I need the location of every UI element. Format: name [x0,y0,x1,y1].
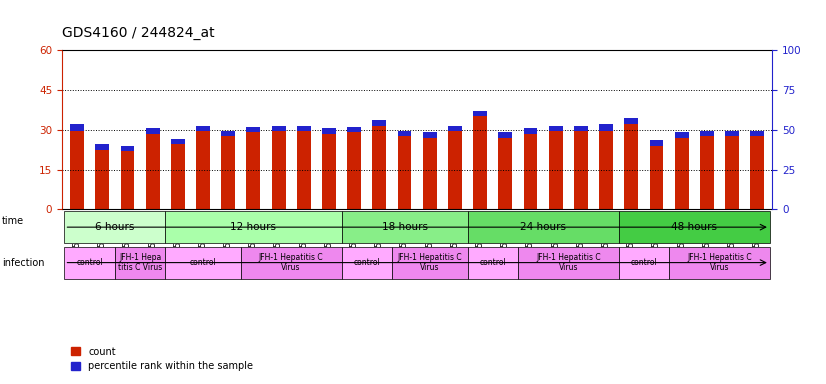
Text: control: control [479,258,506,267]
Bar [322,134,336,209]
Bar [524,134,538,209]
Bar [524,128,538,134]
Bar [392,247,468,278]
Bar [347,132,361,209]
Bar [473,111,487,116]
Bar [448,126,462,131]
Bar [246,127,260,132]
Bar [649,146,663,209]
Bar [750,136,764,209]
Bar [171,144,185,209]
Text: control: control [76,258,103,267]
Bar [70,131,84,209]
Bar [246,132,260,209]
Bar [145,128,159,134]
Bar [548,126,563,131]
Bar [397,136,411,209]
Text: 12 hours: 12 hours [230,222,277,232]
Text: 48 hours: 48 hours [672,222,717,232]
Bar [473,116,487,209]
Bar [669,247,770,278]
Bar [241,247,342,278]
Bar [448,131,462,209]
Bar [297,131,311,209]
Bar [498,132,512,137]
Bar [624,124,638,209]
Bar [272,131,286,209]
Bar [95,144,109,150]
Bar [548,131,563,209]
Bar [121,146,135,151]
Bar [221,131,235,136]
Text: JFH-1 Hepatitis C
Virus: JFH-1 Hepatitis C Virus [397,253,462,272]
Bar [619,247,669,278]
Bar [498,137,512,209]
Bar [165,211,342,243]
Bar [725,131,739,136]
Bar [145,134,159,209]
Bar [347,127,361,132]
Bar [397,131,411,136]
Bar [423,132,437,137]
Bar [342,211,468,243]
Bar [675,137,689,209]
Bar [297,126,311,131]
Text: JFH-1 Hepatitis C
Virus: JFH-1 Hepatitis C Virus [259,253,324,272]
Text: 24 hours: 24 hours [520,222,566,232]
Bar [70,124,84,131]
Bar [518,247,619,278]
Text: control: control [190,258,216,267]
Bar [373,120,387,126]
Text: 6 hours: 6 hours [95,222,135,232]
Bar [171,139,185,144]
Bar [423,137,437,209]
Bar [574,126,588,131]
Text: 18 hours: 18 hours [382,222,428,232]
Bar [221,136,235,209]
Text: time: time [2,216,24,226]
Bar [468,247,518,278]
Bar [599,131,613,209]
Bar [165,247,241,278]
Text: JFH-1 Hepa
titis C Virus: JFH-1 Hepa titis C Virus [118,253,162,272]
Text: GDS4160 / 244824_at: GDS4160 / 244824_at [62,26,215,40]
Bar [700,131,714,136]
Bar [750,131,764,136]
Bar [599,124,613,131]
Bar [272,126,286,131]
Bar [468,211,619,243]
Text: JFH-1 Hepatitis C
Virus: JFH-1 Hepatitis C Virus [687,253,752,272]
Bar [115,247,165,278]
Bar [574,131,588,209]
Text: control: control [630,258,657,267]
Bar [619,211,770,243]
Text: control: control [354,258,380,267]
Bar [121,151,135,209]
Bar [196,131,210,209]
Bar [322,128,336,134]
Bar [64,247,115,278]
Legend: count, percentile rank within the sample: count, percentile rank within the sample [67,343,257,375]
Bar [624,118,638,124]
Bar [725,136,739,209]
Bar [675,132,689,137]
Text: infection: infection [2,258,44,268]
Bar [95,150,109,209]
Bar [64,211,165,243]
Bar [342,247,392,278]
Text: JFH-1 Hepatitis C
Virus: JFH-1 Hepatitis C Virus [536,253,601,272]
Bar [196,126,210,131]
Bar [649,140,663,146]
Bar [700,136,714,209]
Bar [373,126,387,209]
